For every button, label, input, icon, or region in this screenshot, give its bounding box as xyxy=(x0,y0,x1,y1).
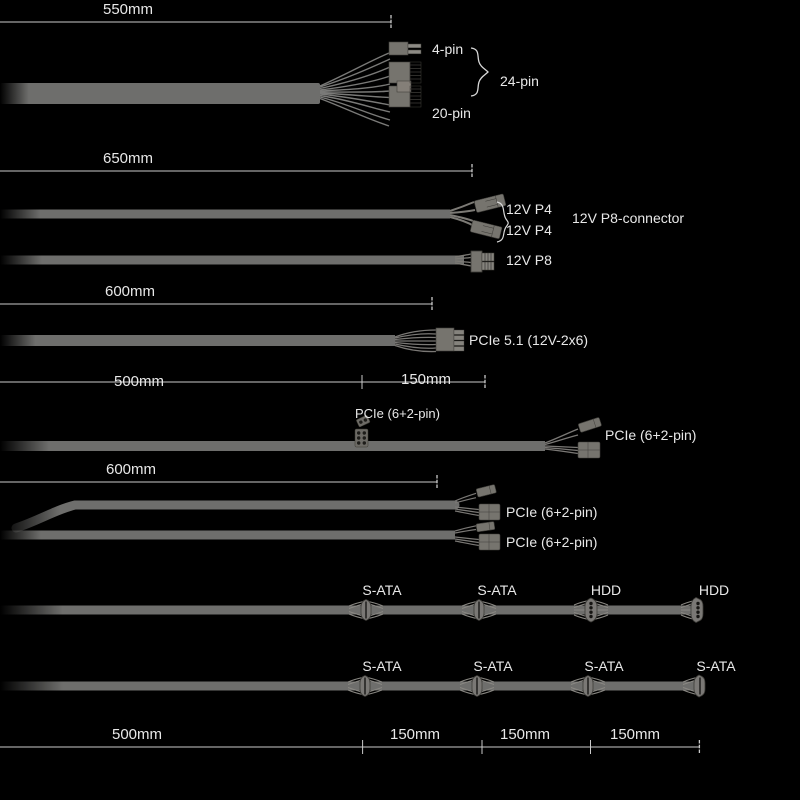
svg-text:S-ATA: S-ATA xyxy=(696,658,736,674)
svg-text:PCIe (6+2-pin): PCIe (6+2-pin) xyxy=(355,406,440,421)
svg-text:PCIe (6+2-pin): PCIe (6+2-pin) xyxy=(506,504,597,520)
svg-text:12V P4: 12V P4 xyxy=(506,201,552,217)
svg-text:S-ATA: S-ATA xyxy=(362,658,402,674)
svg-text:150mm: 150mm xyxy=(401,371,451,388)
svg-text:S-ATA: S-ATA xyxy=(473,658,513,674)
svg-text:150mm: 150mm xyxy=(610,726,660,743)
svg-text:S-ATA: S-ATA xyxy=(477,582,517,598)
svg-text:S-ATA: S-ATA xyxy=(584,658,624,674)
svg-text:PCIe 5.1 (12V-2x6): PCIe 5.1 (12V-2x6) xyxy=(469,332,588,348)
svg-text:600mm: 600mm xyxy=(105,283,155,300)
svg-text:12V P8: 12V P8 xyxy=(506,252,552,268)
svg-text:4-pin: 4-pin xyxy=(432,41,463,57)
svg-text:12V P8-connector: 12V P8-connector xyxy=(572,210,684,226)
svg-text:550mm: 550mm xyxy=(103,1,153,18)
svg-text:24-pin: 24-pin xyxy=(500,73,539,89)
svg-text:150mm: 150mm xyxy=(500,726,550,743)
svg-text:650mm: 650mm xyxy=(103,150,153,167)
svg-text:500mm: 500mm xyxy=(112,726,162,743)
svg-text:PCIe (6+2-pin): PCIe (6+2-pin) xyxy=(506,534,597,550)
svg-text:500mm: 500mm xyxy=(114,373,164,390)
svg-text:150mm: 150mm xyxy=(390,726,440,743)
svg-text:PCIe (6+2-pin): PCIe (6+2-pin) xyxy=(605,427,696,443)
svg-text:S-ATA: S-ATA xyxy=(362,582,402,598)
svg-text:20-pin: 20-pin xyxy=(432,105,471,121)
svg-text:HDD: HDD xyxy=(591,582,621,598)
svg-text:600mm: 600mm xyxy=(106,461,156,478)
svg-text:HDD: HDD xyxy=(699,582,729,598)
svg-text:12V P4: 12V P4 xyxy=(506,222,552,238)
